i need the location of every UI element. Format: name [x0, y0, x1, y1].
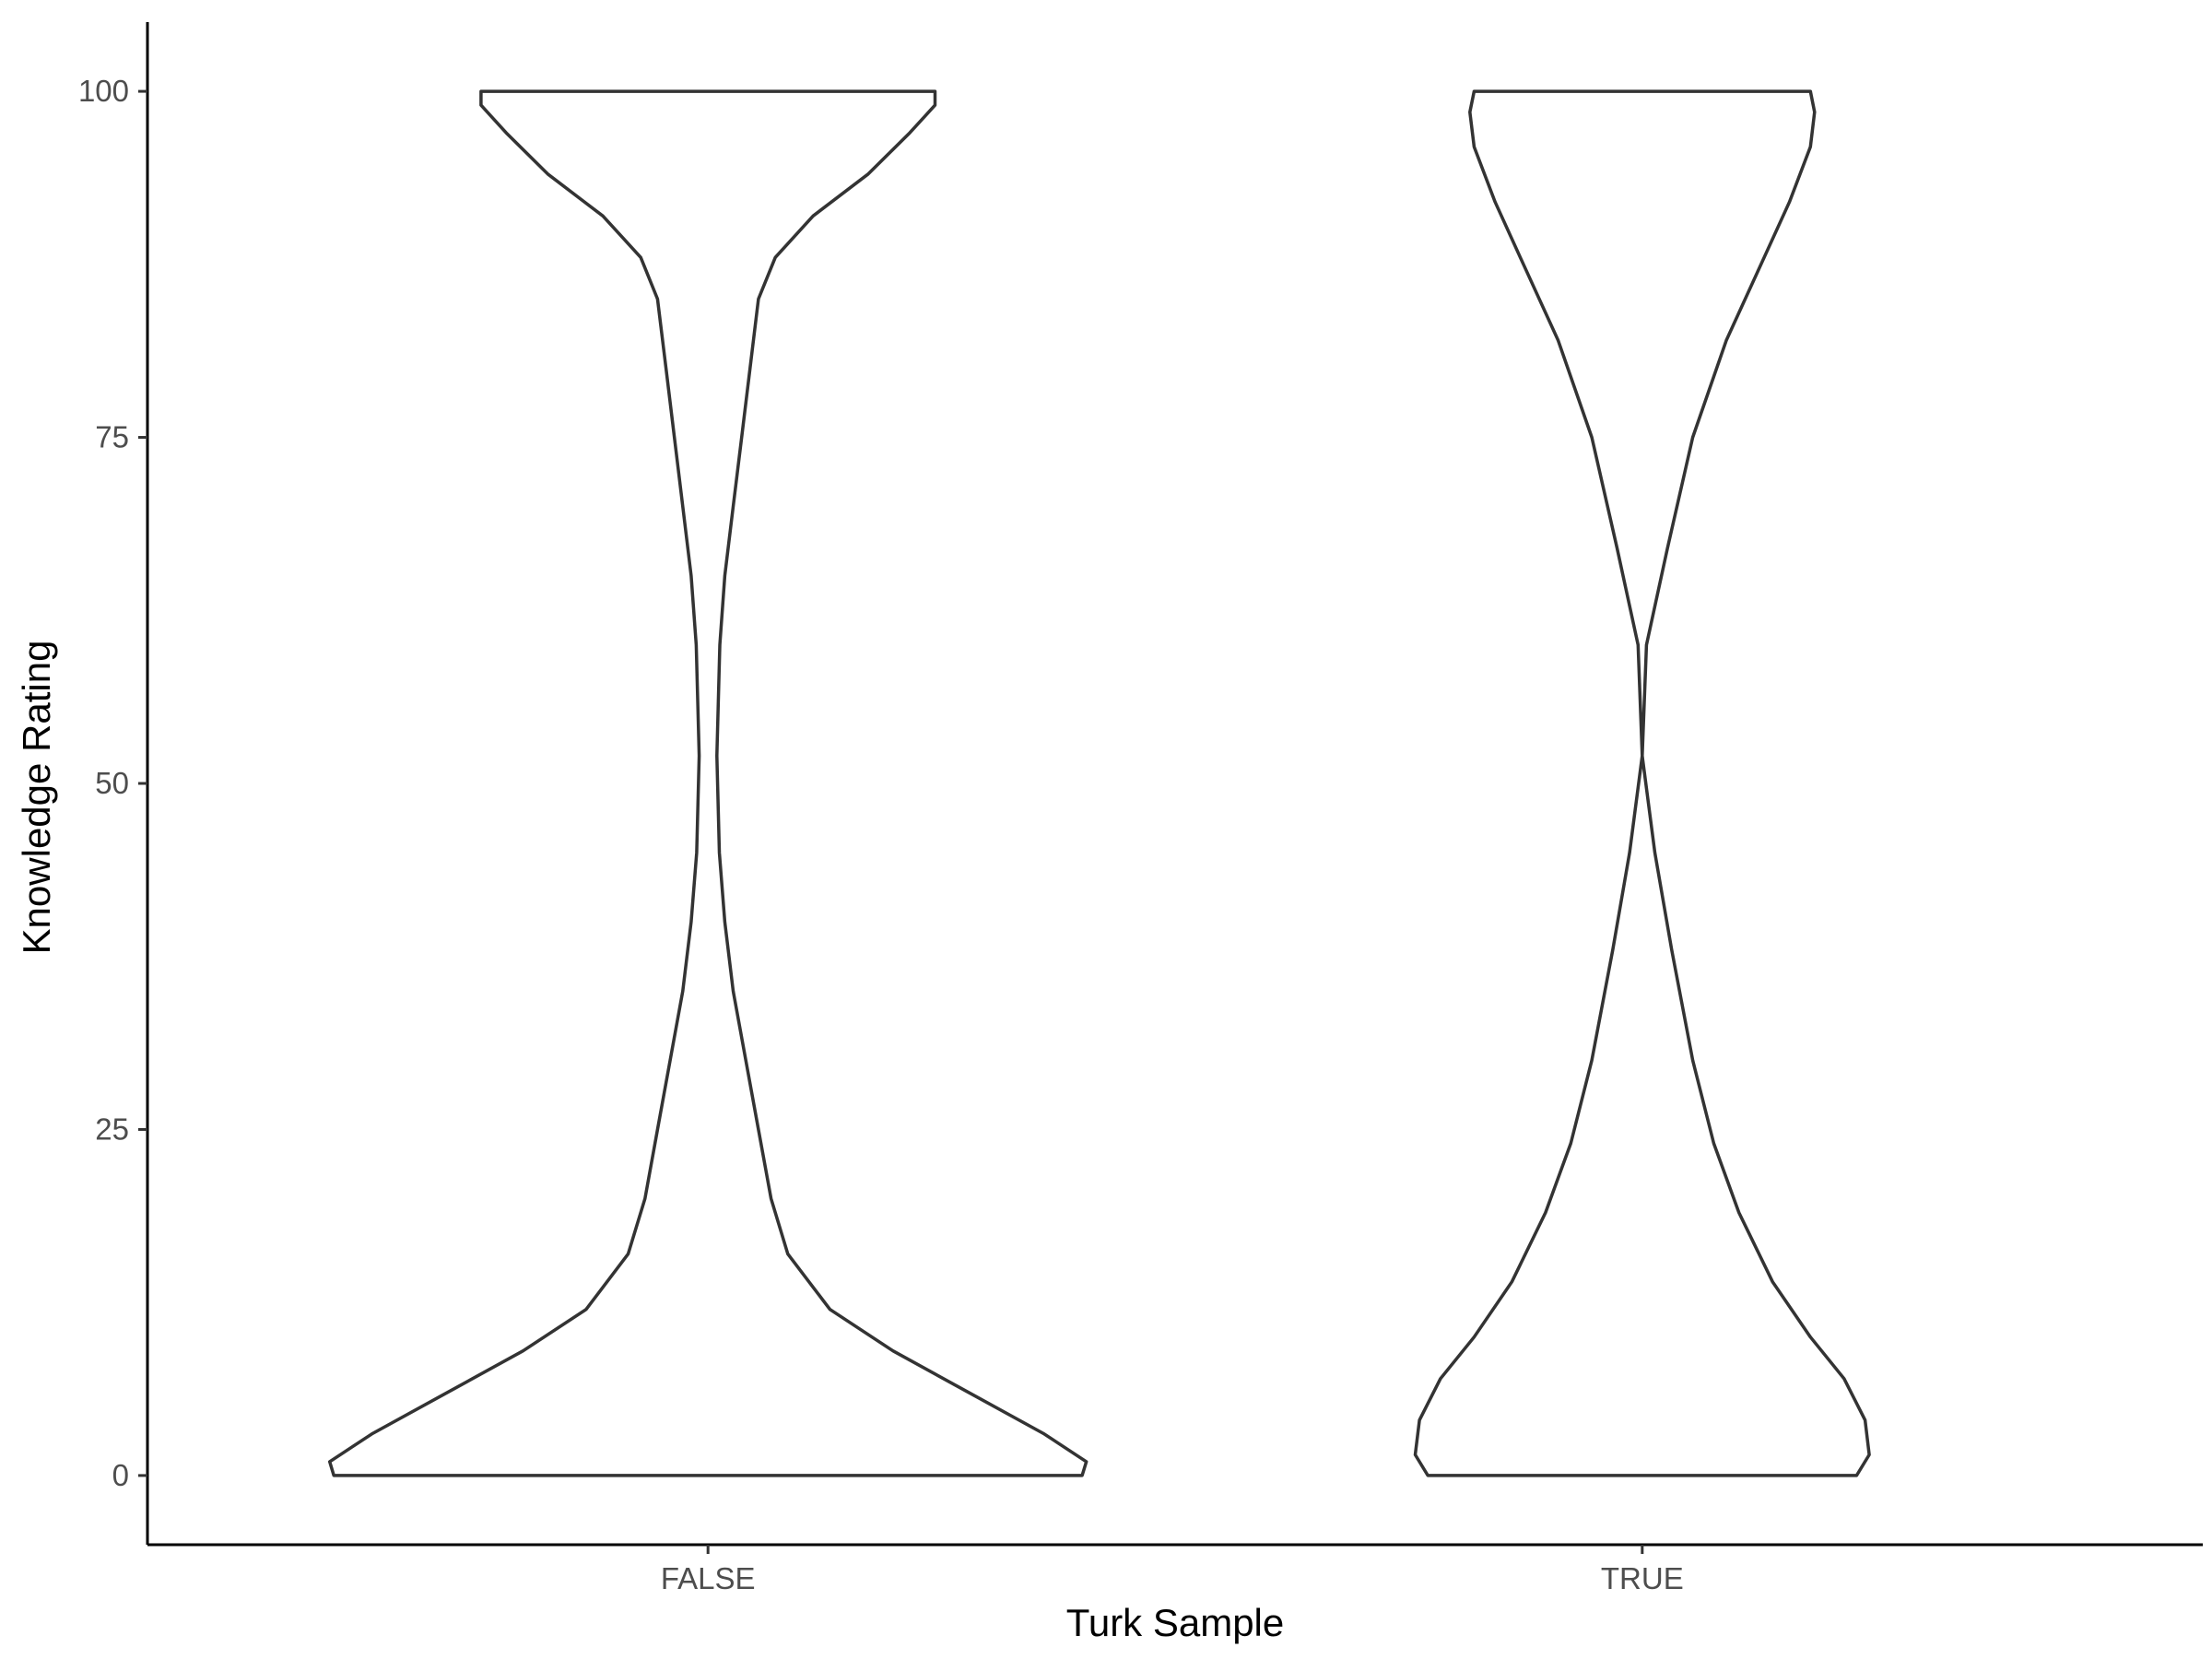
y-tick-label: 100 — [78, 74, 129, 108]
y-tick-label: 50 — [95, 766, 129, 800]
y-axis: 0 25 50 75 100 — [78, 22, 149, 1545]
y-axis-title: Knowledge Rating — [15, 641, 58, 955]
violin-true — [1413, 89, 1871, 1477]
x-tick-label-true: TRUE — [1601, 1561, 1684, 1595]
x-axis-title: Turk Sample — [1066, 1601, 1285, 1644]
violin-layer — [327, 89, 1871, 1477]
violin-false — [327, 89, 1088, 1477]
y-tick-label: 25 — [95, 1112, 129, 1146]
y-tick-label: 75 — [95, 420, 129, 454]
x-tick-label-false: FALSE — [661, 1561, 756, 1595]
x-axis: FALSE TRUE — [147, 1543, 2203, 1595]
y-tick-label: 0 — [112, 1458, 129, 1492]
